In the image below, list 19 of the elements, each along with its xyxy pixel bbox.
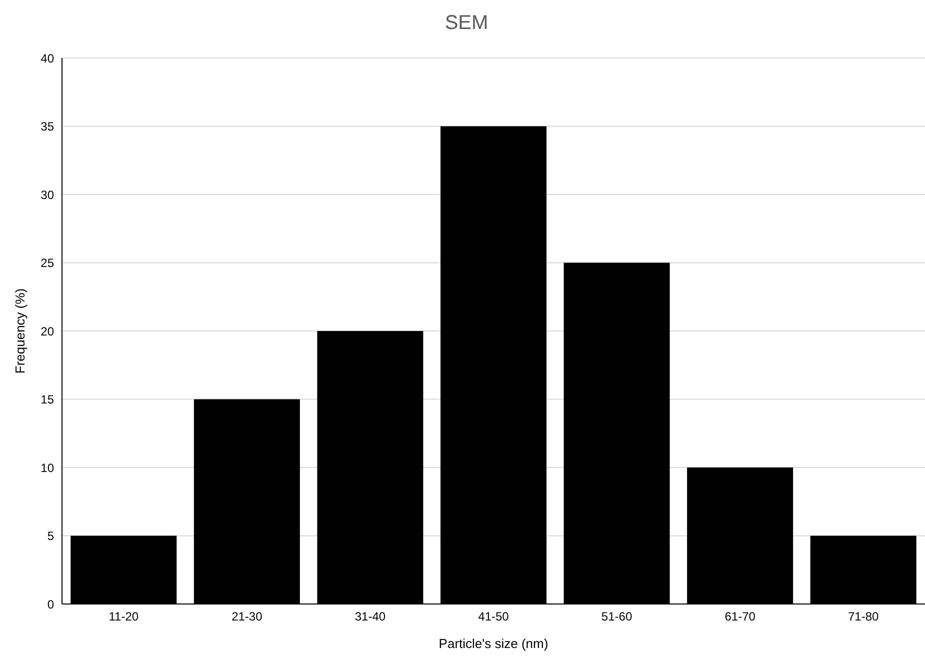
y-tick-label: 20 bbox=[40, 324, 54, 338]
x-tick-label: 61-70 bbox=[724, 610, 756, 624]
y-tick-label: 0 bbox=[47, 597, 54, 612]
y-tick-label: 5 bbox=[47, 529, 54, 544]
x-tick-label: 51-60 bbox=[601, 610, 632, 624]
x-tick-label: 71-80 bbox=[848, 610, 880, 624]
y-axis-title: Frequency (%) bbox=[12, 288, 28, 374]
y-tick-label: 40 bbox=[40, 51, 54, 66]
x-tick-label: 31-40 bbox=[354, 610, 386, 624]
chart-title: SEM bbox=[444, 11, 490, 36]
y-tick-label: 10 bbox=[40, 460, 54, 475]
y-tick-label: 25 bbox=[40, 256, 54, 270]
x-tick-label: 41-50 bbox=[478, 610, 510, 624]
y-tick-label: 30 bbox=[40, 188, 54, 202]
x-tick-label: 11-20 bbox=[108, 610, 139, 624]
y-tick-label: 35 bbox=[40, 120, 54, 134]
y-tick-label: 15 bbox=[40, 392, 54, 407]
x-tick-label: 21-30 bbox=[232, 610, 263, 624]
x-axis-title: Particle's size (nm) bbox=[438, 636, 548, 651]
